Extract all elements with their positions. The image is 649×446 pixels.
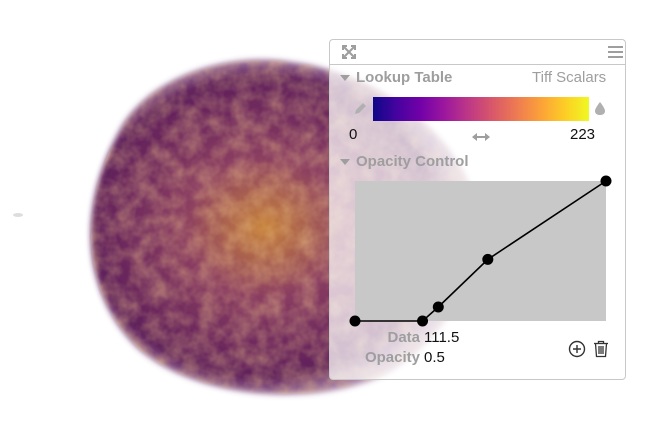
- caret-down-icon: [340, 74, 350, 81]
- droplet-icon[interactable]: [594, 101, 606, 121]
- opacity-transfer-function[interactable]: [348, 175, 613, 327]
- opacity-control-header: Opacity Control: [356, 153, 469, 170]
- transfer-function-panel: Lookup Table Tiff Scalars 0 223 Opacity …: [329, 39, 626, 380]
- opacity-control-point[interactable]: [600, 175, 612, 187]
- opacity-curve: [355, 180, 607, 322]
- hamburger-menu-icon[interactable]: [608, 45, 623, 64]
- opacity-control-point[interactable]: [432, 301, 444, 313]
- lookup-table-header: Lookup Table: [356, 69, 453, 86]
- panel-toolbar: [330, 40, 625, 65]
- range-max[interactable]: 223: [570, 126, 596, 143]
- colormap-bar[interactable]: [373, 97, 589, 121]
- opacity-value: 0.5: [424, 349, 445, 366]
- speck: [13, 213, 23, 217]
- plus-circle-icon[interactable]: [568, 340, 586, 363]
- data-source-selector[interactable]: Tiff Scalars: [532, 69, 607, 86]
- opacity-control-point[interactable]: [349, 315, 361, 327]
- opacity-control-point[interactable]: [417, 315, 429, 327]
- caret-down-icon: [340, 158, 350, 165]
- opacity-editor-canvas[interactable]: [355, 181, 606, 321]
- pencil-icon[interactable]: [353, 101, 368, 121]
- trash-icon[interactable]: [593, 340, 609, 363]
- lookup-table-toggle[interactable]: Lookup Table: [340, 69, 452, 86]
- range-min[interactable]: 0: [349, 126, 358, 143]
- opacity-control-toggle[interactable]: Opacity Control: [340, 153, 469, 170]
- data-value: 111.5: [424, 329, 460, 346]
- opacity-control-point[interactable]: [482, 253, 494, 265]
- data-label: Data: [387, 329, 420, 346]
- expand-icon[interactable]: [342, 45, 356, 64]
- horizontal-arrows-icon[interactable]: [472, 129, 490, 147]
- opacity-label: Opacity: [364, 349, 420, 366]
